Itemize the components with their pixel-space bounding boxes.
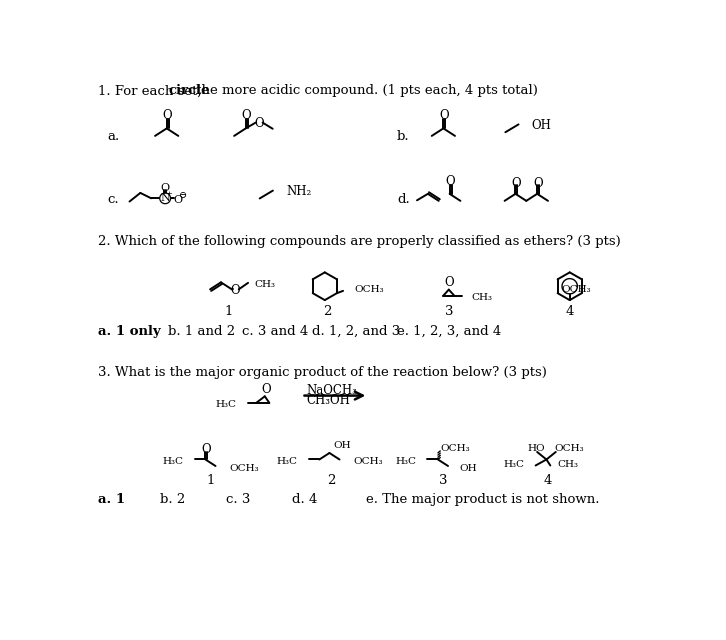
Text: H₃C: H₃C [277,456,298,465]
Text: H₃C: H₃C [216,400,237,409]
Text: CH₃: CH₃ [254,280,275,289]
Text: e. The major product is not shown.: e. The major product is not shown. [366,493,600,506]
Text: O: O [511,177,521,189]
Text: OH: OH [459,464,476,473]
Text: O: O [160,182,170,193]
Text: b. 2: b. 2 [160,493,186,506]
Text: O: O [261,383,271,396]
Text: 2: 2 [327,474,335,487]
Text: O: O [533,177,543,189]
Text: H₃C: H₃C [504,460,525,469]
Text: OCH₃: OCH₃ [440,444,470,453]
Text: O: O [201,443,211,456]
Text: circle: circle [168,84,210,97]
Text: c. 3: c. 3 [227,493,250,506]
Text: OCH₃: OCH₃ [354,285,383,294]
Text: OCH₃: OCH₃ [561,285,591,294]
Text: a. 1: a. 1 [99,493,126,506]
Text: NaOCH₃: NaOCH₃ [306,384,357,397]
Text: O: O [254,117,264,130]
Text: 3: 3 [444,305,453,318]
Text: a.: a. [107,131,120,143]
Text: O: O [444,276,454,289]
Text: O: O [163,109,172,122]
Text: HO: HO [527,444,545,454]
Text: 2. Which of the following compounds are properly classified as ethers? (3 pts): 2. Which of the following compounds are … [99,235,621,248]
Text: CH₃: CH₃ [471,293,492,302]
Text: b. 1 and 2: b. 1 and 2 [168,324,235,338]
Text: O: O [446,175,455,189]
Text: OCH₃: OCH₃ [354,458,383,467]
Text: 4: 4 [566,305,574,318]
Text: O: O [439,109,449,122]
Text: O: O [173,195,182,205]
Text: OCH₃: OCH₃ [229,464,259,473]
Text: the more acidic compound. (1 pts each, 4 pts total): the more acidic compound. (1 pts each, 4… [192,84,537,97]
Text: 3: 3 [439,474,448,487]
Text: H₃C: H₃C [395,456,416,465]
Text: c.: c. [107,193,119,207]
Text: 1. For each set,: 1. For each set, [99,84,206,97]
Text: O: O [231,284,240,296]
Text: a. 1 only: a. 1 only [99,324,161,338]
Text: OH: OH [333,441,351,450]
Text: CH₃OH: CH₃OH [306,394,350,406]
Text: ⊖: ⊖ [179,191,187,200]
Text: 1: 1 [207,474,215,487]
Text: OH: OH [531,118,551,132]
Text: +: + [166,191,173,198]
Text: 2: 2 [323,305,331,318]
Text: CH₃: CH₃ [558,460,579,469]
Text: d. 1, 2, and 3: d. 1, 2, and 3 [311,324,400,338]
Text: 3. What is the major organic product of the reaction below? (3 pts): 3. What is the major organic product of … [99,365,547,378]
Text: 4: 4 [544,474,552,487]
Text: O: O [242,109,251,122]
Text: d. 4: d. 4 [293,493,318,506]
Text: H₃C: H₃C [163,456,184,465]
Text: OCH₃: OCH₃ [554,444,584,454]
Text: b.: b. [397,131,409,143]
Text: c. 3 and 4: c. 3 and 4 [242,324,308,338]
Text: e. 1, 2, 3, and 4: e. 1, 2, 3, and 4 [397,324,501,338]
Text: N: N [160,193,170,204]
Text: 1: 1 [224,305,233,318]
Text: d.: d. [397,193,409,207]
Text: NH₂: NH₂ [287,185,312,198]
